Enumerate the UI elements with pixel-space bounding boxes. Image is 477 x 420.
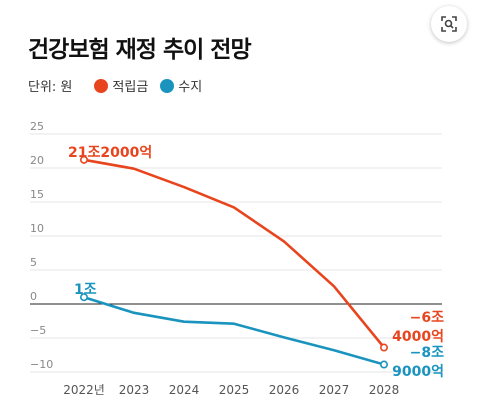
y-tick-label: 10 (30, 222, 44, 235)
x-tick-label: 2022년 (63, 383, 105, 397)
y-tick-label: −5 (30, 324, 46, 337)
data-point-marker (80, 155, 89, 164)
lens-search-icon (441, 16, 457, 32)
y-tick-label: 5 (30, 256, 37, 269)
y-tick-label: −10 (30, 358, 53, 371)
x-tick-label: 2024 (169, 383, 200, 397)
data-label: 9000억 (392, 364, 444, 380)
x-tick-label: 2023 (119, 383, 150, 397)
y-tick-label: 20 (30, 154, 44, 167)
legend-reserve-dot (94, 78, 109, 93)
y-tick-label: 15 (30, 188, 44, 201)
x-tick-label: 2026 (269, 383, 300, 397)
data-label: 1조 (74, 282, 97, 298)
data-label: −8조 (410, 345, 444, 361)
data-point-marker (379, 343, 388, 352)
y-tick-label: 25 (30, 120, 44, 133)
data-label: 21조2000억 (68, 145, 152, 161)
chart-title: 건강보험 재정 추이 전망 (28, 37, 252, 63)
unit-label: 단위: 원 (28, 80, 73, 95)
x-tick-label: 2027 (319, 383, 350, 397)
x-tick-label: 2028 (369, 383, 400, 397)
legend-reserve-label: 적립금 (112, 80, 149, 95)
data-point-marker (379, 360, 388, 369)
series-line-balance (82, 295, 386, 366)
y-tick-label: 0 (30, 290, 37, 303)
legend-item-balance: 수지 (160, 76, 202, 95)
data-label: −6조 (410, 310, 444, 326)
lens-search-button[interactable] (431, 6, 467, 42)
data-point-marker (80, 293, 89, 302)
legend: 단위: 원 적립금 수지 (28, 76, 214, 95)
series-line-reserve (82, 158, 386, 349)
data-label: 4000억 (392, 329, 444, 345)
legend-balance-dot (160, 78, 175, 93)
legend-balance-label: 수지 (178, 80, 203, 95)
x-tick-label: 2025 (219, 383, 250, 397)
legend-item-reserve: 적립금 (94, 76, 148, 95)
